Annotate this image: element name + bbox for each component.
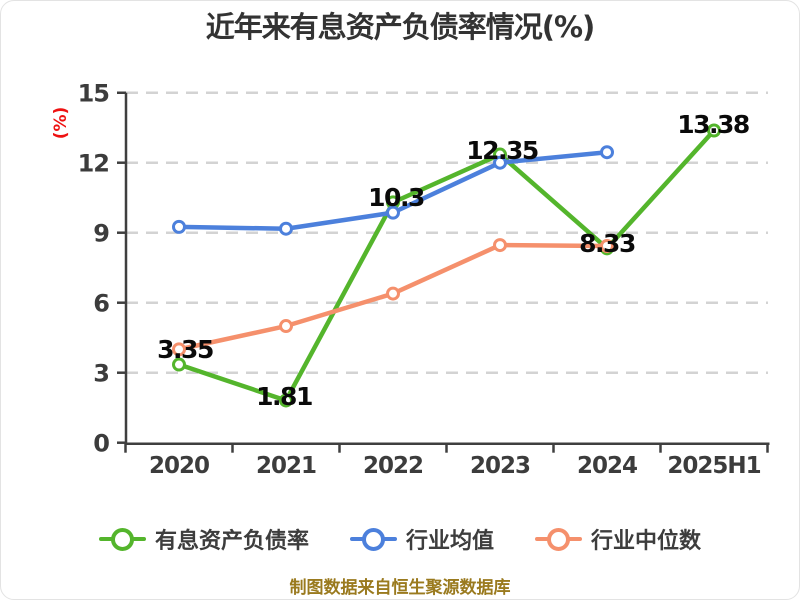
data-point-2-0 xyxy=(172,342,186,357)
x-tick-label-2022: 2022 xyxy=(363,453,423,479)
legend-marker-green-icon xyxy=(98,527,146,551)
data-point-1-4 xyxy=(600,145,614,160)
legend-marker-blue-icon xyxy=(349,527,397,551)
y-tick-label-3: 3 xyxy=(93,360,109,388)
data-point-2-3 xyxy=(493,238,507,253)
data-source-note: 制图数据来自恒生聚源数据库 xyxy=(289,578,511,598)
y-tick-label-15: 15 xyxy=(78,80,110,108)
legend-item-company-ratio[interactable]: 有息资产负债率 xyxy=(98,523,309,555)
x-tick-label-2024: 2024 xyxy=(577,453,637,479)
y-tick-label-9: 9 xyxy=(93,220,109,248)
x-tick-label-2025H1: 2025H1 xyxy=(667,453,760,479)
x-tick-label-2023: 2023 xyxy=(470,453,530,479)
data-point-1-3 xyxy=(493,155,507,170)
legend-label: 行业中位数 xyxy=(591,529,702,554)
legend-label: 有息资产负债率 xyxy=(154,529,309,554)
data-point-1-0 xyxy=(172,219,186,234)
legend-item-industry-mean[interactable]: 行业均值 xyxy=(349,523,494,555)
legend: 有息资产负债率 行业均值 行业中位数 xyxy=(1,520,799,558)
data-point-2-4 xyxy=(600,239,614,254)
y-tick-label-0: 0 xyxy=(93,430,109,458)
data-point-0-1 xyxy=(279,393,293,408)
data-point-0-5 xyxy=(707,123,721,138)
value-label-2023: 12.35 xyxy=(466,136,538,165)
data-point-1-2 xyxy=(386,205,400,220)
value-label-2020: 3.35 xyxy=(157,335,213,364)
legend-marker-orange-icon xyxy=(535,527,582,551)
data-point-2-1 xyxy=(279,319,293,334)
value-label-2022: 10.3 xyxy=(368,183,424,212)
value-label-2024: 8.33 xyxy=(579,229,635,258)
value-label-2025H1: 13.38 xyxy=(677,110,749,139)
legend-item-industry-median[interactable]: 行业中位数 xyxy=(535,523,701,555)
y-tick-label-12: 12 xyxy=(78,150,109,178)
data-point-0-0 xyxy=(172,357,186,372)
chart-title: 近年来有息资产负债率情况(%) xyxy=(205,10,596,44)
value-label-2021: 1.81 xyxy=(256,382,312,411)
series-line-0 xyxy=(176,128,717,403)
data-point-1-1 xyxy=(279,221,293,236)
legend-label: 行业均值 xyxy=(405,529,494,554)
x-tick-label-2021: 2021 xyxy=(256,453,316,479)
data-point-2-2 xyxy=(386,286,400,301)
x-tick-label-2020: 2020 xyxy=(149,453,209,479)
y-tick-label-6: 6 xyxy=(93,290,109,318)
